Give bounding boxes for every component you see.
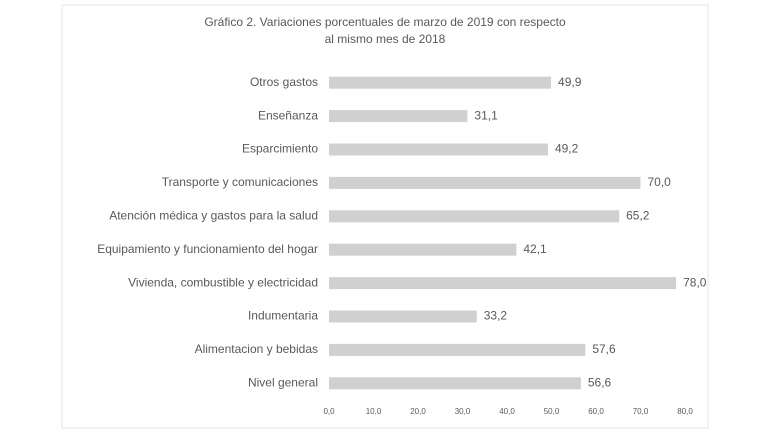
value-label: 42,1 bbox=[523, 242, 547, 256]
x-tick-label: 50,0 bbox=[544, 407, 560, 416]
bar bbox=[329, 377, 581, 390]
x-tick-label: 70,0 bbox=[633, 407, 649, 416]
bar bbox=[329, 310, 477, 323]
value-label: 56,6 bbox=[588, 375, 612, 389]
value-label: 49,2 bbox=[555, 142, 579, 156]
x-tick-label: 60,0 bbox=[588, 407, 604, 416]
value-label: 31,1 bbox=[474, 108, 498, 122]
bar bbox=[329, 277, 677, 290]
y-tick-label: Nivel general bbox=[248, 375, 318, 389]
bar bbox=[329, 110, 468, 123]
value-label: 70,0 bbox=[648, 175, 672, 189]
chart-title: Gráfico 2. Variaciones porcentuales de m… bbox=[204, 15, 566, 29]
y-tick-label: Enseñanza bbox=[258, 108, 318, 122]
y-tick-label: Equipamiento y funcionamiento del hogar bbox=[97, 242, 318, 256]
y-tick-label: Vivienda, combustible y electricidad bbox=[128, 275, 318, 289]
bar bbox=[329, 176, 641, 189]
y-tick-label: Esparcimiento bbox=[242, 142, 318, 156]
bar bbox=[329, 243, 517, 256]
x-tick-label: 10,0 bbox=[366, 407, 382, 416]
y-tick-label: Transporte y comunicaciones bbox=[162, 175, 318, 189]
y-tick-label: Otros gastos bbox=[250, 75, 318, 89]
chart-title: al mismo mes de 2018 bbox=[325, 32, 446, 46]
x-tick-label: 40,0 bbox=[499, 407, 515, 416]
bar bbox=[329, 210, 620, 223]
bar bbox=[329, 143, 548, 156]
value-label: 78,0 bbox=[683, 275, 707, 289]
bar bbox=[329, 76, 552, 89]
value-label: 57,6 bbox=[592, 342, 616, 356]
x-tick-label: 0,0 bbox=[323, 407, 335, 416]
x-tick-label: 30,0 bbox=[455, 407, 471, 416]
x-tick-label: 80,0 bbox=[677, 407, 693, 416]
value-label: 33,2 bbox=[484, 309, 508, 323]
y-tick-label: Indumentaria bbox=[248, 309, 318, 323]
y-tick-label: Alimentacion y bebidas bbox=[195, 342, 318, 356]
bar bbox=[329, 343, 586, 356]
x-tick-label: 20,0 bbox=[410, 407, 426, 416]
y-tick-label: Atención médica y gastos para la salud bbox=[109, 208, 318, 222]
value-label: 65,2 bbox=[626, 208, 650, 222]
value-label: 49,9 bbox=[558, 75, 582, 89]
